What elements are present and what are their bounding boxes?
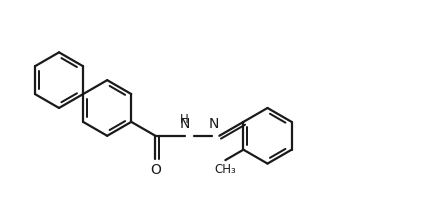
Text: CH₃: CH₃ [215, 163, 236, 176]
Text: H: H [180, 113, 189, 126]
Text: O: O [150, 163, 161, 177]
Text: N: N [208, 117, 219, 131]
Text: N: N [179, 117, 190, 131]
